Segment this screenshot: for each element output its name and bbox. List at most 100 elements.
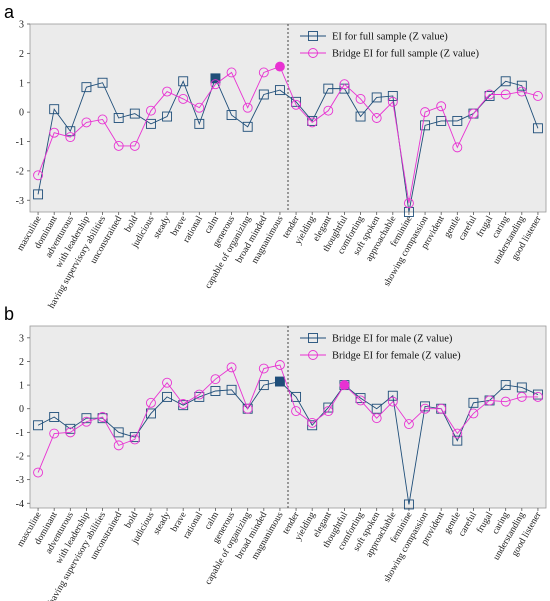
series-line (37, 77, 539, 213)
data-point (420, 107, 431, 118)
data-point (436, 101, 447, 112)
data-point (145, 118, 156, 129)
data-point (194, 118, 205, 129)
data-point (323, 105, 334, 116)
data-point (323, 406, 334, 417)
data-point (162, 377, 173, 388)
data-point (113, 140, 124, 151)
data-point (97, 412, 108, 422)
data-point (420, 120, 431, 131)
data-point (516, 391, 527, 402)
data-point (403, 198, 414, 209)
data-point (210, 386, 221, 396)
data-point (258, 380, 269, 391)
data-point (33, 420, 44, 431)
y-tick-label: 3 (19, 333, 24, 344)
y-tick-label: -2 (16, 166, 24, 177)
data-point (387, 96, 398, 107)
data-point (242, 102, 253, 113)
data-point (387, 396, 398, 407)
data-point (81, 416, 92, 427)
data-point (129, 434, 140, 445)
data-point (194, 102, 205, 113)
data-point (258, 89, 269, 100)
data-point (371, 403, 382, 414)
legend-marker (308, 350, 318, 360)
data-point (81, 82, 92, 93)
data-point (226, 362, 237, 373)
series-2 (33, 61, 543, 209)
data-point (468, 397, 479, 408)
data-point (274, 360, 285, 370)
y-tick-label: -1 (16, 428, 24, 439)
data-point (97, 114, 108, 125)
data-point (226, 384, 237, 395)
legend-label: Bridge EI for male (Z value) (332, 334, 453, 345)
data-point (468, 108, 479, 119)
y-tick-label: 0 (19, 404, 24, 415)
data-point (65, 427, 76, 438)
data-point (420, 401, 431, 412)
data-point (371, 413, 382, 424)
data-point (339, 380, 350, 391)
data-point (178, 399, 189, 409)
data-point (113, 440, 124, 451)
data-point (210, 73, 221, 84)
data-point (291, 96, 302, 107)
data-point (162, 86, 173, 97)
y-tick-label: 2 (19, 357, 24, 368)
data-point (532, 91, 543, 101)
data-point (307, 420, 318, 431)
data-point (65, 132, 76, 143)
data-point (516, 382, 527, 393)
data-point (436, 115, 447, 126)
data-point (339, 79, 350, 90)
data-point (291, 99, 302, 110)
data-point (49, 412, 60, 422)
data-point (97, 77, 108, 88)
x-tick-label: steady (152, 214, 173, 240)
series-line (37, 66, 539, 204)
data-point (210, 79, 221, 90)
data-point (452, 428, 463, 439)
data-point (500, 89, 511, 100)
y-tick-label: 2 (19, 49, 24, 60)
data-point (307, 117, 318, 128)
legend-marker (308, 333, 318, 343)
y-tick-label: 3 (19, 20, 24, 31)
data-point (403, 499, 414, 510)
data-point (436, 403, 447, 414)
data-point (532, 391, 543, 402)
y-tick-label: -4 (16, 499, 24, 510)
data-point (113, 427, 124, 438)
panel-label-a: a (4, 2, 15, 22)
data-point (81, 413, 92, 424)
data-point (65, 423, 76, 434)
data-point (226, 67, 237, 78)
legend-label: EI for full sample (Z value) (332, 32, 448, 43)
data-point (162, 111, 173, 122)
data-point (500, 380, 511, 391)
chart-panel-a: -3-2-10123masculinedominantadventurouswi… (16, 20, 547, 310)
data-point (500, 396, 511, 407)
data-point (387, 390, 398, 401)
series-2 (33, 360, 543, 478)
y-tick-label: -3 (16, 196, 24, 207)
data-point (49, 428, 60, 439)
y-tick-label: -1 (16, 137, 24, 148)
data-point (307, 417, 318, 428)
y-tick-label: 0 (19, 108, 24, 119)
legend-label: Bridge EI for full sample (Z value) (332, 49, 479, 60)
y-tick-label: 1 (19, 381, 24, 392)
data-point (403, 419, 414, 430)
data-point (194, 389, 205, 400)
data-point (532, 123, 543, 134)
data-point (274, 376, 285, 387)
data-point (178, 93, 189, 104)
data-point (355, 393, 366, 404)
data-point (500, 76, 511, 87)
data-point (355, 93, 366, 104)
chart-panel-b: -4-3-2-10123masculinedominantadventurous… (16, 325, 547, 601)
data-point (145, 397, 156, 408)
